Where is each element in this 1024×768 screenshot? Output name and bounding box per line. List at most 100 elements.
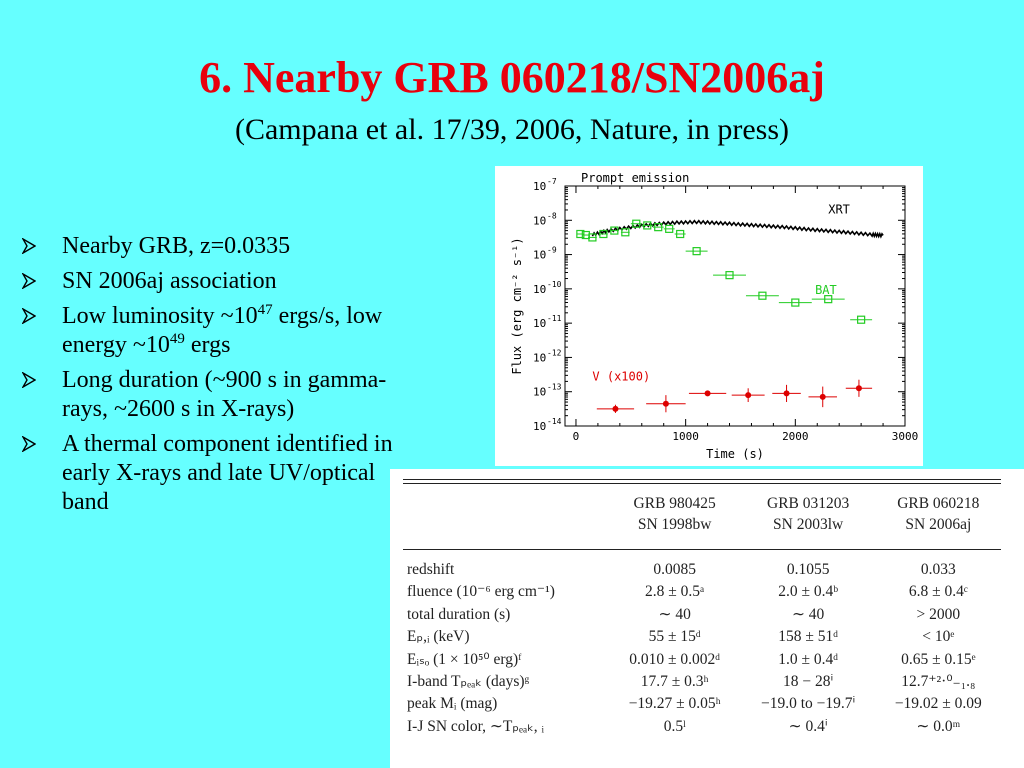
table-row: Eₚ,ᵢ (keV) 55 ± 15ᵈ 158 ± 51ᵈ < 10ᵉ bbox=[403, 626, 1001, 648]
table-row-label: peak Mᵢ (mag) bbox=[407, 695, 498, 713]
bullet-text: Long duration (~900 s in gamma-rays, ~26… bbox=[62, 367, 387, 422]
bullet-item: A thermal component identified in early … bbox=[22, 430, 422, 517]
table-cell: 2.0 ± 0.4ᵇ bbox=[778, 583, 839, 601]
table-header-col1: GRB 980425 SN 1998bw bbox=[633, 495, 716, 533]
table-rule-top-2 bbox=[403, 483, 1001, 484]
v-point bbox=[704, 390, 711, 397]
table-row-label: redshift bbox=[407, 561, 455, 578]
table-cell: 0.5ˡ bbox=[663, 717, 686, 735]
table-row: I-J SN color, ∼Tₚₑₐₖ, ᵢ 0.5ˡ ∼ 0.4ⁱ ∼ 0.0ᵐ bbox=[403, 716, 1001, 738]
bat-point bbox=[632, 219, 641, 228]
comparison-table-panel: GRB 980425 SN 1998bw GRB 031203 SN 2003lw … bbox=[390, 469, 1024, 768]
arrow-bullet-icon bbox=[22, 436, 36, 452]
table-row: total duration (s) ∼ 40 ∼ 40 > 2000 bbox=[403, 604, 1001, 626]
bat-point bbox=[654, 223, 663, 232]
y-tick-label: 10 bbox=[533, 317, 546, 330]
table-cell: 1.0 ± 0.4ᵈ bbox=[778, 650, 839, 668]
y-tick-label: 10 bbox=[533, 420, 546, 433]
y-tick-label: 10 bbox=[533, 214, 546, 227]
table-row-label: Eᵢₛₒ (1 × 10⁵⁰ erg)ᶠ bbox=[407, 650, 522, 668]
table-row-label: I-J SN color, ∼Tₚₑₐₖ, ᵢ bbox=[407, 717, 545, 735]
bullet-item: Long duration (~900 s in gamma-rays, ~26… bbox=[22, 366, 422, 424]
bat-point bbox=[588, 233, 597, 242]
bat-label: BAT bbox=[815, 283, 837, 297]
bullet-text: A thermal component identified in early … bbox=[62, 431, 393, 515]
table-cell: −19.0 to −19.7ⁱ bbox=[760, 695, 856, 713]
bullet-text: SN 2006aj association bbox=[62, 268, 277, 294]
slide-title: 6. Nearby GRB 060218/SN2006aj bbox=[199, 53, 825, 102]
y-tick-exponent: -11 bbox=[547, 314, 562, 323]
table-cell: 18 − 28ⁱ bbox=[783, 673, 834, 691]
y-tick-label: 10 bbox=[533, 249, 546, 262]
bat-point bbox=[857, 315, 866, 324]
y-tick-exponent: -13 bbox=[547, 383, 562, 392]
v-point bbox=[745, 392, 752, 399]
table-cell: 6.8 ± 0.4ᶜ bbox=[908, 583, 968, 601]
v-label: V (x100) bbox=[592, 370, 650, 384]
bullet-text: Nearby GRB, z=0.0335 bbox=[62, 233, 291, 259]
bullet-item: SN 2006aj association bbox=[22, 267, 422, 296]
table-row-label: I-band Tₚₑₐₖ (days)ᵍ bbox=[407, 673, 530, 691]
table-cell: 12.7⁺²·⁰₋₁.₈ bbox=[901, 673, 976, 691]
y-tick-exponent: -10 bbox=[547, 280, 562, 289]
table-cell: ∼ 0.4ⁱ bbox=[788, 717, 828, 735]
table-cell: 0.65 ± 0.15ᵉ bbox=[901, 650, 976, 668]
table-header-col2: GRB 031203 SN 2003lw bbox=[767, 495, 850, 533]
bat-point bbox=[621, 228, 630, 237]
bullet-item: Nearby GRB, z=0.0335 bbox=[22, 232, 422, 261]
table-cell: 0.010 ± 0.002ᵈ bbox=[629, 650, 721, 668]
table-row: I-band Tₚₑₐₖ (days)ᵍ 17.7 ± 0.3ʰ 18 − 28ⁱ 1… bbox=[403, 671, 1001, 693]
table-cell: < 10ᵉ bbox=[922, 628, 955, 646]
bat-point bbox=[725, 271, 734, 280]
table-row: redshift 0.0085 0.1055 0.033 bbox=[403, 559, 1001, 581]
v-point bbox=[783, 390, 790, 397]
y-tick-exponent: -9 bbox=[547, 246, 557, 255]
table-cell: ∼ 40 bbox=[791, 605, 825, 623]
table-row-label: Eₚ,ᵢ (keV) bbox=[407, 628, 470, 646]
x-tick-label: 0 bbox=[573, 430, 580, 443]
bullet-text: Low luminosity ~1047 ergs/s, low energy … bbox=[62, 302, 383, 359]
bat-point bbox=[599, 229, 608, 239]
bullet-item: Low luminosity ~1047 ergs/s, low energy … bbox=[22, 302, 422, 360]
v-point bbox=[855, 385, 862, 392]
y-tick-label: 10 bbox=[533, 386, 546, 399]
table-row: peak Mᵢ (mag) −19.27 ± 0.05ʰ −19.0 to −19.… bbox=[403, 693, 1001, 715]
x-tick-label: 2000 bbox=[782, 430, 809, 443]
bat-point bbox=[758, 291, 767, 300]
arrow-bullet-icon bbox=[22, 238, 36, 254]
table-cell: 17.7 ± 0.3ʰ bbox=[640, 673, 709, 691]
bat-point bbox=[665, 224, 674, 233]
slide-subtitle: (Campana et al. 17/39, 2006, Nature, in … bbox=[234, 113, 790, 146]
y-tick-exponent: -12 bbox=[547, 348, 562, 357]
table-cell: 0.1055 bbox=[786, 561, 830, 578]
table-header-col3: GRB 060218 SN 2006aj bbox=[897, 495, 980, 533]
table-cell: > 2000 bbox=[916, 605, 961, 623]
bat-point bbox=[824, 295, 833, 304]
table-cell: 0.033 bbox=[920, 561, 956, 578]
bat-point bbox=[676, 229, 685, 239]
table-header-empty bbox=[403, 493, 609, 535]
bat-point bbox=[692, 247, 701, 256]
table-row-label: total duration (s) bbox=[407, 605, 511, 623]
light-curve-plot: 10 -7 10 -8 10 -9 10 -10 10 -11 10 -12 10 -13 10 -14 0 10… bbox=[495, 166, 923, 466]
x-axis-label: Time (s) bbox=[706, 447, 764, 461]
table-row: fluence (10⁻⁶ erg cm⁻¹) 2.8 ± 0.5ᵃ 2.0 ± 0… bbox=[403, 581, 1001, 603]
bullet-list: Nearby GRB, z=0.0335 SN 2006aj associati… bbox=[22, 232, 422, 523]
table-cell: 0.0085 bbox=[653, 561, 696, 578]
table-cell: 158 ± 51ᵈ bbox=[778, 628, 839, 646]
y-tick-label: 10 bbox=[533, 283, 546, 296]
table-row: Eᵢₛₒ (1 × 10⁵⁰ erg)ᶠ 0.010 ± 0.002ᵈ 1.0 ± … bbox=[403, 649, 1001, 671]
table-cell: 55 ± 15ᵈ bbox=[648, 628, 701, 646]
bat-point bbox=[610, 226, 619, 235]
xrt-label: XRT bbox=[828, 202, 850, 216]
y-tick-exponent: -8 bbox=[547, 211, 557, 220]
chart-title: Prompt emission bbox=[581, 171, 689, 185]
v-point bbox=[662, 400, 669, 407]
v-point bbox=[612, 405, 619, 412]
table-cell: 2.8 ± 0.5ᵃ bbox=[645, 583, 705, 601]
arrow-bullet-icon bbox=[22, 273, 36, 289]
table-row-label: fluence (10⁻⁶ erg cm⁻¹) bbox=[407, 583, 555, 601]
y-axis-label: Flux (erg cm⁻² s⁻¹) bbox=[510, 237, 524, 374]
x-tick-label: 1000 bbox=[672, 430, 699, 443]
